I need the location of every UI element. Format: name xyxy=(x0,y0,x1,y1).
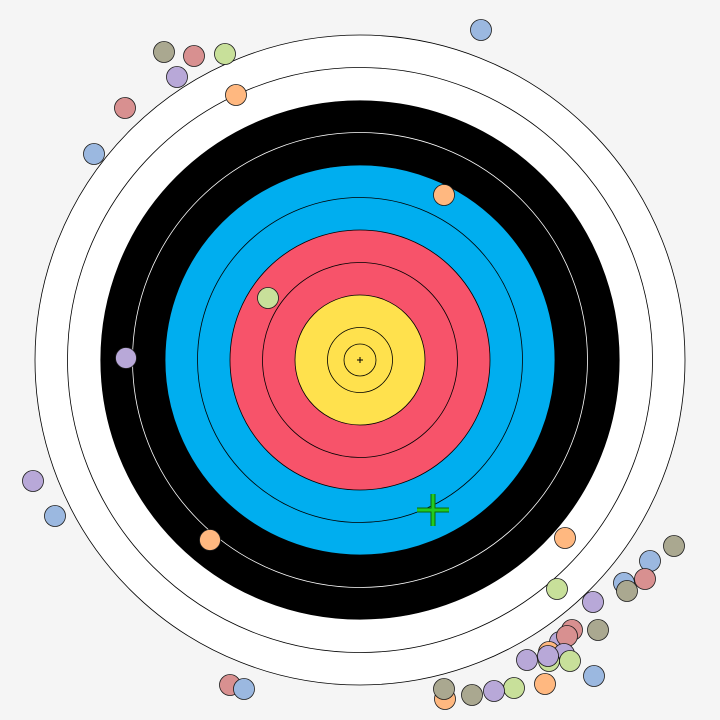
arrow-hit-blue xyxy=(470,19,492,41)
arrow-hit-green xyxy=(546,578,568,600)
arrow-hit-blue xyxy=(44,505,66,527)
crosshair-icon[interactable] xyxy=(417,494,449,526)
arrow-hit-green xyxy=(503,677,525,699)
arrow-hit-blue xyxy=(639,550,661,572)
arrow-hit-orange xyxy=(433,184,455,206)
arrow-hit-orange xyxy=(534,673,556,695)
arrow-hit-orange xyxy=(554,527,576,549)
arrow-hit-olive xyxy=(461,684,483,706)
arrow-hit-pink xyxy=(634,568,656,590)
arrow-hit-green xyxy=(257,287,279,309)
arrow-hit-pink xyxy=(556,625,578,647)
arrow-hit-orange xyxy=(225,84,247,106)
arrow-hit-blue xyxy=(83,143,105,165)
arrow-hit-blue xyxy=(583,665,605,687)
arrow-hit-pink xyxy=(183,45,205,67)
arrow-hit-purple xyxy=(166,66,188,88)
arrow-hit-purple xyxy=(582,591,604,613)
target-face[interactable] xyxy=(34,34,686,686)
arrow-hit-green xyxy=(559,650,581,672)
arrow-hit-pink xyxy=(114,97,136,119)
arrow-hit-purple xyxy=(22,470,44,492)
arrow-hit-olive xyxy=(587,619,609,641)
arrow-hit-purple xyxy=(115,347,137,369)
arrow-hit-orange xyxy=(199,529,221,551)
arrow-hit-olive xyxy=(663,535,685,557)
center-cross-icon xyxy=(357,357,363,363)
arrow-hits-layer xyxy=(22,19,685,710)
arrow-hit-olive xyxy=(153,41,175,63)
arrow-hit-olive xyxy=(433,678,455,700)
arrow-hit-purple xyxy=(483,680,505,702)
arrow-hit-green xyxy=(214,43,236,65)
arrow-hit-purple xyxy=(516,649,538,671)
arrow-hit-olive xyxy=(616,580,638,602)
arrow-hit-blue xyxy=(233,678,255,700)
arrow-hit-purple xyxy=(537,645,559,667)
